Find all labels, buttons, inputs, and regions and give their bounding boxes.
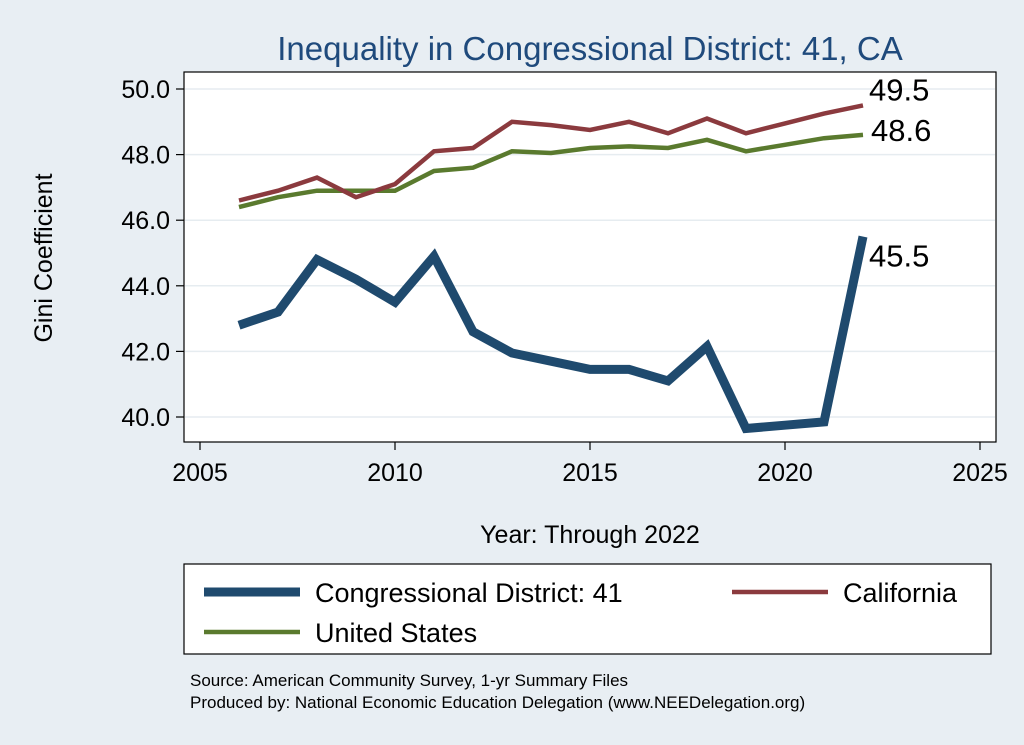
legend-label: United States — [315, 618, 477, 648]
x-axis-title: Year: Through 2022 — [480, 521, 700, 549]
legend-box — [183, 563, 992, 655]
y-tick-label: 46.0 — [121, 207, 170, 235]
x-tick-label: 2020 — [757, 459, 813, 487]
grid-lines — [185, 88, 995, 418]
x-tick-label: 2010 — [367, 459, 423, 487]
x-tick-label: 2015 — [562, 459, 618, 487]
legend: Congressional District: 41 California Unit… — [204, 578, 958, 648]
x-tick-label: 2025 — [952, 459, 1008, 487]
source-line: Source: American Community Survey, 1-yr … — [190, 671, 628, 690]
chart-title: Inequality in Congressional District: 41… — [277, 30, 902, 67]
legend-label: California — [843, 578, 958, 608]
end-label-2: 48.6 — [871, 113, 931, 148]
y-tick-label: 48.0 — [121, 142, 170, 170]
series-line-0 — [237, 235, 868, 434]
axes: 40.0 42.0 44.0 46.0 48.0 50.0 2005 2010 2015 2020… — [121, 76, 1007, 487]
y-tick-label: 42.0 — [121, 338, 170, 366]
y-axis-title: Gini Coefficient — [30, 173, 58, 342]
series-line-1 — [238, 103, 864, 203]
end-label-0: 45.5 — [869, 239, 929, 274]
end-labels: 45.5 49.5 48.6 — [869, 72, 931, 273]
x-tick-label: 2005 — [172, 459, 228, 487]
end-label-1: 49.5 — [869, 72, 929, 107]
produced-by-line: Produced by: National Economic Education… — [190, 693, 805, 712]
y-tick-label: 50.0 — [121, 76, 170, 104]
series-lines — [237, 103, 868, 434]
y-tick-label: 44.0 — [121, 273, 170, 301]
legend-label: Congressional District: 41 — [315, 578, 623, 608]
y-tick-label: 40.0 — [121, 404, 170, 432]
